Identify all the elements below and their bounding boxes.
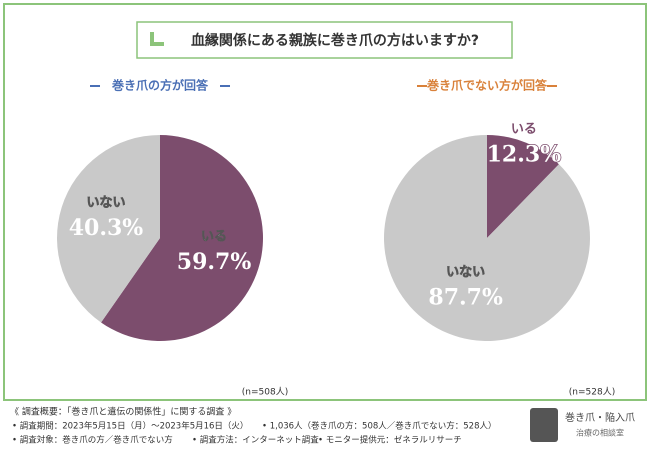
- pie-slice: [101, 135, 263, 341]
- title-box: [136, 21, 513, 59]
- pie-slice: [487, 135, 559, 238]
- slice-label: いる: [201, 229, 227, 244]
- chart-title: 巻き爪でない方が回答: [426, 78, 548, 93]
- logo-icon: [530, 408, 558, 442]
- footer-item: • モニター提供元：ゼネラルリサーチ: [318, 435, 462, 446]
- footer-item: • 1,036人（巻き爪の方：508人／巻き爪でない方：528人）: [262, 421, 497, 432]
- logo-text: 治療の相談室: [576, 428, 624, 438]
- footer-item: • 調査期間：2023年5月15日（月）～2023年5月16日（火）: [12, 421, 248, 432]
- chart-title: 巻き爪の方が回答: [111, 78, 209, 93]
- footer-item: • 調査方法：インターネット調査: [192, 435, 319, 446]
- value-label: 59.7%: [177, 249, 252, 275]
- sample-note: (n=508人): [242, 387, 288, 398]
- value-label: 12.3%: [487, 141, 562, 167]
- pie-slice: [383, 135, 590, 341]
- title-icon: [150, 32, 164, 46]
- footer-heading: 《 調査概要：「巻き爪と遺伝の関係性」に関する調査 》: [10, 406, 236, 418]
- value-label: 40.3%: [69, 215, 144, 241]
- value-label: 87.7%: [428, 284, 503, 310]
- slice-label: いる: [511, 122, 537, 137]
- pie-slice: [56, 135, 160, 323]
- sample-note: (n=528人): [569, 387, 615, 398]
- slice-label: いない: [86, 196, 125, 211]
- slice-label: いない: [446, 265, 485, 280]
- footer-item: • 調査対象：巻き爪の方／巻き爪でない方: [12, 435, 173, 446]
- logo-text: 巻き爪・陥入爪: [565, 411, 635, 424]
- page-title: 血縁関係にある親族に巻き爪の方はいますか?: [191, 32, 479, 49]
